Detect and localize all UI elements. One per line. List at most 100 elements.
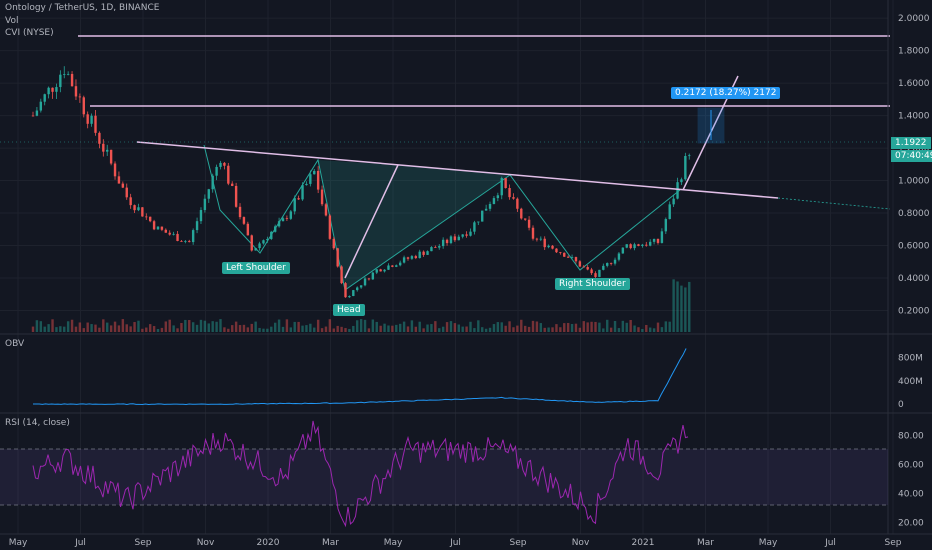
volume-bar bbox=[422, 328, 425, 332]
candle-body bbox=[156, 226, 160, 230]
candle-body bbox=[508, 188, 511, 198]
volume-bar bbox=[512, 327, 515, 332]
candle-body bbox=[82, 97, 85, 115]
volume-bar bbox=[43, 326, 46, 332]
volume-bar bbox=[508, 321, 511, 332]
rsi-tick-label: 60.00 bbox=[898, 461, 924, 471]
candle-body bbox=[258, 243, 261, 249]
time-tick-label: Sep bbox=[885, 538, 902, 548]
candle-body bbox=[547, 245, 550, 248]
volume-bar bbox=[434, 321, 437, 332]
volume-bar bbox=[332, 328, 335, 332]
volume-bar bbox=[129, 326, 132, 332]
volume-bar bbox=[348, 328, 351, 332]
volume-bar bbox=[90, 324, 93, 332]
volume-bar bbox=[414, 326, 418, 332]
volume-bar bbox=[316, 319, 320, 332]
volume-bar bbox=[531, 320, 535, 332]
candle-body bbox=[344, 283, 347, 298]
volume-bar bbox=[207, 323, 210, 332]
candle-body bbox=[176, 233, 179, 241]
volume-bar bbox=[633, 325, 636, 332]
volume-bar bbox=[309, 323, 312, 332]
rsi-tick-label: 20.00 bbox=[898, 519, 924, 529]
candle-body bbox=[340, 266, 343, 284]
candle-body bbox=[133, 205, 136, 211]
volume-bar bbox=[152, 326, 156, 332]
candle-body bbox=[570, 257, 574, 258]
candle-body bbox=[680, 179, 683, 183]
price-tick-label: 0.6000 bbox=[898, 242, 930, 252]
volume-bar bbox=[395, 324, 398, 332]
candle-body bbox=[117, 176, 121, 184]
time-tick-label: Jul bbox=[74, 538, 86, 548]
candle-body bbox=[590, 269, 593, 274]
candle-body bbox=[281, 218, 285, 222]
volume-bar bbox=[148, 324, 152, 332]
volume-bar bbox=[391, 325, 394, 332]
volume-bar bbox=[70, 319, 74, 332]
volume-bar bbox=[606, 319, 609, 332]
volume-bar bbox=[387, 325, 390, 332]
volume-bar bbox=[559, 327, 562, 332]
candle-body bbox=[320, 189, 324, 205]
candle-body bbox=[367, 278, 371, 280]
volume-bar bbox=[648, 327, 652, 332]
volume-bar bbox=[176, 328, 179, 332]
candle-body bbox=[332, 238, 335, 249]
candle-body bbox=[543, 238, 546, 248]
candle-body bbox=[641, 244, 644, 246]
candle-body bbox=[336, 248, 339, 267]
volume-bar bbox=[500, 322, 503, 332]
candle-body bbox=[504, 178, 507, 189]
volume-bar bbox=[121, 319, 125, 332]
volume-bar bbox=[168, 319, 171, 332]
candle-body bbox=[516, 198, 519, 209]
volume-bar bbox=[273, 322, 277, 332]
candle-body bbox=[266, 238, 269, 241]
volume-bar bbox=[371, 319, 375, 332]
volume-bar bbox=[145, 327, 148, 332]
volume-bar bbox=[231, 325, 234, 332]
time-tick-label: Jul bbox=[824, 538, 836, 548]
volume-bar bbox=[340, 326, 343, 332]
volume-bar bbox=[625, 322, 628, 332]
candle-body bbox=[195, 221, 199, 231]
volume-bar bbox=[234, 321, 238, 332]
candle-body bbox=[273, 226, 277, 232]
volume-bar bbox=[418, 321, 421, 332]
candle-body bbox=[242, 217, 246, 224]
candle-body bbox=[348, 296, 351, 298]
obv-line bbox=[33, 348, 687, 406]
volume-bar bbox=[242, 324, 246, 332]
rsi-line bbox=[32, 420, 689, 528]
candle-body bbox=[215, 166, 218, 176]
candle-body bbox=[211, 175, 214, 190]
volume-bar bbox=[246, 327, 250, 332]
volume-bar bbox=[297, 321, 300, 332]
volume-bar bbox=[523, 325, 527, 332]
volume-bar bbox=[535, 321, 539, 332]
volume-bar bbox=[109, 325, 113, 332]
volume-bar bbox=[258, 327, 261, 332]
volume-bar bbox=[363, 319, 367, 332]
price-tick-label: 1.2000 bbox=[898, 144, 930, 154]
candle-body bbox=[500, 178, 503, 196]
volume-bar bbox=[31, 326, 35, 332]
candle-body bbox=[410, 256, 414, 259]
volume-bar bbox=[520, 319, 523, 332]
candle-body bbox=[352, 290, 355, 297]
volume-bar bbox=[277, 319, 281, 332]
volume-bar bbox=[551, 327, 554, 332]
volume-bar bbox=[160, 327, 164, 332]
volume-bar bbox=[156, 328, 160, 332]
candle-body bbox=[297, 198, 300, 200]
candle-body bbox=[637, 244, 640, 246]
candle-body bbox=[609, 263, 613, 264]
obv-legend: OBV bbox=[5, 339, 25, 349]
volume-bar bbox=[305, 325, 308, 332]
volume-bar bbox=[219, 319, 222, 332]
candle-body bbox=[172, 233, 175, 235]
volume-bar bbox=[609, 327, 613, 332]
